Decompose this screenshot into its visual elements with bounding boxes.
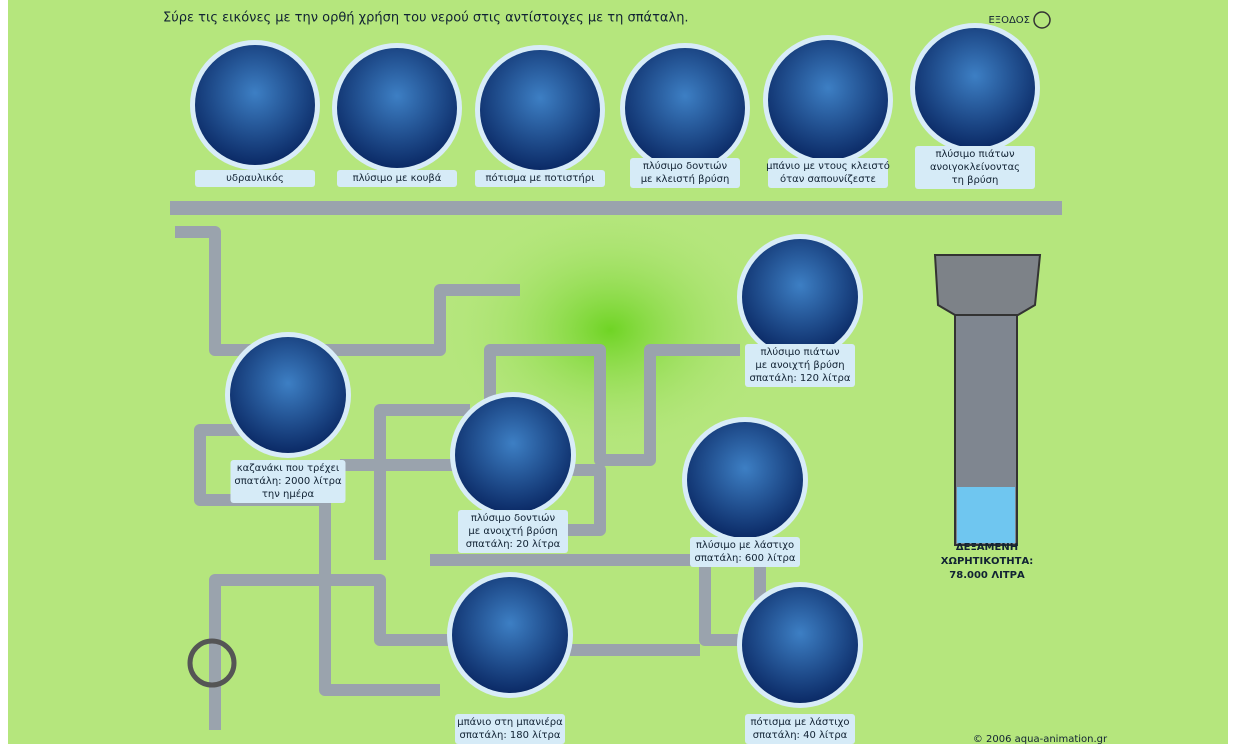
tank-label: ΔΕΞΑΜΕΝΗ [956,542,1018,553]
card-label[interactable]: μπάνιο με ντους κλειστό [766,160,890,172]
tank-label: ΧΩΡΗΤΙΚΟΤΗΤΑ: [941,556,1033,567]
card-image [742,239,858,355]
card-image [452,577,568,693]
card-image [455,397,571,513]
card-image [742,587,858,703]
card-label: σπατάλη: 600 λίτρα [695,552,796,564]
card-label: πλύσιμο πιάτων [760,346,839,358]
card-image [687,422,803,538]
card-image[interactable] [915,28,1035,148]
card-image [230,337,346,453]
card-label[interactable]: πλύσιμο δοντιών [643,160,728,172]
card-label[interactable]: με κλειστή βρύση [641,173,730,185]
card-label: με ανοιχτή βρύση [755,359,844,371]
card-label: καζανάκι που τρέχει [237,462,340,474]
card-image[interactable] [480,50,600,170]
card-label[interactable]: όταν σαπουνίζεστε [780,173,876,185]
copyright: © 2006 aqua-animation.gr [973,734,1108,744]
card-label[interactable]: πότισμα με ποτιστήρι [486,172,596,184]
card-label: σπατάλη: 2000 λίτρα [234,475,342,487]
card-label: σπατάλη: 120 λίτρα [750,372,851,384]
card-label[interactable]: υδραυλικός [226,172,284,184]
card-image[interactable] [195,45,315,165]
card-label: την ημέρα [262,488,315,500]
card-image[interactable] [337,48,457,168]
card-label[interactable]: πλύσιμο πιάτων [935,148,1014,160]
card-image[interactable] [625,48,745,168]
card-label: με ανοιχτή βρύση [468,525,557,537]
exit-label[interactable]: ΕΞΟΔΟΣ [988,15,1030,26]
card-label: πότισμα με λάστιχο [750,716,849,728]
card-label: πλύσιμο με λάστιχο [696,539,794,551]
card-label[interactable]: πλύσιμο με κουβά [353,172,442,184]
card-label: σπατάλη: 20 λίτρα [466,538,561,550]
card-label: σπατάλη: 180 λίτρα [460,729,561,741]
instruction: Σύρε τις εικόνες με την ορθή χρήση του ν… [163,11,689,26]
card-label[interactable]: τη βρύση [952,174,999,186]
card-label: πλύσιμο δοντιών [471,512,556,524]
game-screen: ΕΞΟΔΟΣ Σύρε τις εικόνες με την ορθή χρήσ… [0,0,1236,744]
tank-label: 78.000 ΛΙΤΡΑ [949,570,1025,581]
card-label: σπατάλη: 40 λίτρα [753,729,848,741]
card-image[interactable] [768,40,888,160]
card-label: μπάνιο στη μπανιέρα [457,716,563,728]
card-label[interactable]: ανοιγοκλείνοντας [930,161,1020,173]
